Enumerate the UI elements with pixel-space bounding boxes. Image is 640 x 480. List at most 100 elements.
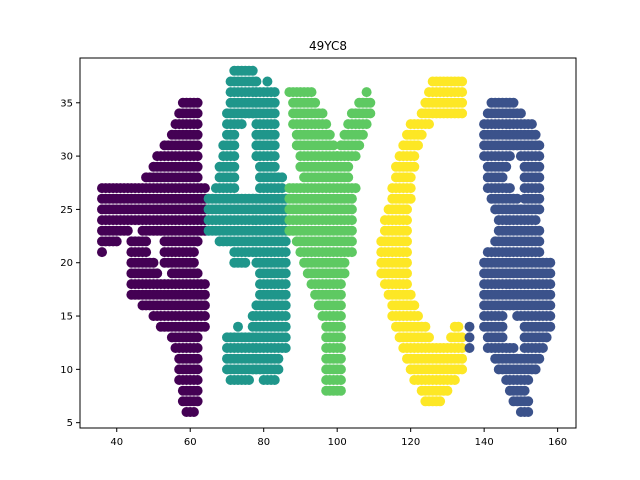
data-points: [97, 65, 556, 417]
scatter-point-series-1: [199, 321, 210, 332]
scatter-point-series-5: [530, 129, 541, 140]
scatter-point-series-4: [405, 289, 416, 300]
scatter-point-series-5: [537, 343, 548, 353]
scatter-point-series-4: [409, 300, 420, 311]
scatter-point-series-2: [280, 279, 291, 290]
scatter-point-series-3: [335, 279, 346, 290]
scatter-point-series-4: [402, 279, 412, 290]
scatter-point-series-3: [343, 172, 354, 183]
scatter-point-series-3: [350, 183, 361, 194]
scatter-point-series-5: [523, 396, 534, 407]
scatter-point-series-2: [229, 161, 240, 172]
scatter-point-series-5: [534, 172, 545, 183]
scatter-point-series-3: [335, 300, 346, 311]
scatter-point-series-4: [402, 236, 412, 247]
scatter-point-series-1: [122, 225, 133, 236]
scatter-point-series-2: [269, 97, 280, 108]
scatter-point-series-2: [269, 108, 280, 119]
scatter-point-series-3: [343, 161, 354, 172]
scatter-point-series-1: [192, 268, 203, 279]
scatter-point-series-4: [413, 311, 423, 321]
scatter-point-series-3: [339, 257, 350, 268]
x-tick-label: 160: [548, 437, 567, 448]
y-tick-label: 25: [60, 205, 73, 216]
scatter-point-series-3: [324, 129, 335, 140]
scatter-point-series-2: [273, 364, 284, 375]
scatter-point-series-5: [530, 215, 541, 226]
scatter-point-series-2: [280, 300, 291, 311]
scatter-point-series-5: [545, 311, 556, 321]
scatter-point-series-5: [523, 407, 534, 417]
x-tick-label: 120: [401, 437, 420, 448]
chart-title: 49YC8: [309, 39, 347, 53]
scatter-point-series-2: [280, 247, 291, 258]
scatter-point-series-1: [141, 236, 152, 247]
scatter-point-series-2: [251, 76, 262, 87]
scatter-point-series-3: [346, 193, 357, 204]
scatter-point-series-3: [350, 151, 361, 162]
scatter-point-series-1: [192, 375, 203, 385]
scatter-point-series-2: [280, 311, 291, 321]
y-tick-label: 30: [60, 152, 73, 163]
scatter-point-series-5: [508, 97, 519, 108]
scatter-point-series-3: [339, 268, 350, 279]
scatter-point-series-5: [534, 247, 545, 258]
scatter-point-series-4: [453, 321, 464, 332]
scatter-point-series-3: [335, 321, 346, 332]
scatter-point-series-2: [240, 257, 251, 268]
scatter-point-series-1: [192, 364, 203, 375]
scatter-point-series-1: [148, 257, 159, 268]
scatter-point-series-5: [534, 183, 545, 194]
scatter-point-series-5: [545, 257, 556, 268]
scatter-point-series-1: [192, 161, 203, 172]
scatter-point-series-5: [464, 343, 475, 353]
scatter-point-series-4: [457, 353, 468, 364]
scatter-point-series-2: [280, 236, 291, 247]
scatter-point-series-5: [545, 300, 556, 311]
scatter-point-series-2: [280, 257, 291, 268]
scatter-point-series-5: [530, 364, 541, 375]
scatter-point-series-5: [504, 183, 515, 194]
scatter-point-series-1: [188, 257, 199, 268]
scatter-point-series-4: [402, 215, 412, 226]
scatter-point-series-2: [277, 172, 288, 183]
scatter-point-series-4: [457, 76, 468, 87]
scatter-point-series-1: [192, 343, 203, 353]
scatter-point-series-1: [192, 119, 203, 130]
scatter-point-series-3: [335, 375, 346, 385]
scatter-point-series-2: [269, 87, 280, 98]
scatter-point-series-4: [457, 108, 468, 119]
scatter-point-series-5: [534, 204, 545, 215]
scatter-point-series-5: [497, 332, 508, 343]
y-tick-label: 10: [60, 365, 73, 376]
scatter-point-series-2: [269, 375, 280, 385]
scatter-point-series-2: [280, 289, 291, 300]
scatter-point-series-5: [534, 140, 545, 151]
y-tick-label: 15: [60, 312, 73, 323]
scatter-point-series-4: [409, 161, 420, 172]
scatter-point-series-3: [335, 353, 346, 364]
scatter-point-series-2: [269, 161, 280, 172]
scatter-point-series-5: [545, 279, 556, 290]
scatter-point-series-4: [413, 140, 423, 151]
scatter-point-series-3: [335, 311, 346, 321]
x-axis: 40 60 80 100 120 140 160: [110, 428, 567, 448]
scatter-point-series-2: [269, 129, 280, 140]
scatter-point-series-3: [346, 204, 357, 215]
scatter-point-series-4: [457, 343, 468, 353]
scatter-point-series-4: [457, 332, 468, 343]
scatter-point-series-3: [354, 140, 365, 151]
scatter-point-series-1: [192, 236, 203, 247]
scatter-point-series-2: [280, 332, 291, 343]
scatter-point-series-5: [545, 289, 556, 300]
scatter-point-series-3: [321, 119, 332, 130]
scatter-point-series-1: [192, 172, 203, 183]
x-tick-label: 60: [184, 437, 197, 448]
scatter-point-series-1: [192, 353, 203, 364]
scatter-point-series-4: [402, 268, 412, 279]
scatter-point-series-1: [199, 300, 210, 311]
scatter-point-series-3: [365, 97, 376, 108]
scatter-point-series-5: [512, 193, 523, 204]
scatter-point-series-3: [306, 87, 317, 98]
scatter-point-series-1: [192, 140, 203, 151]
